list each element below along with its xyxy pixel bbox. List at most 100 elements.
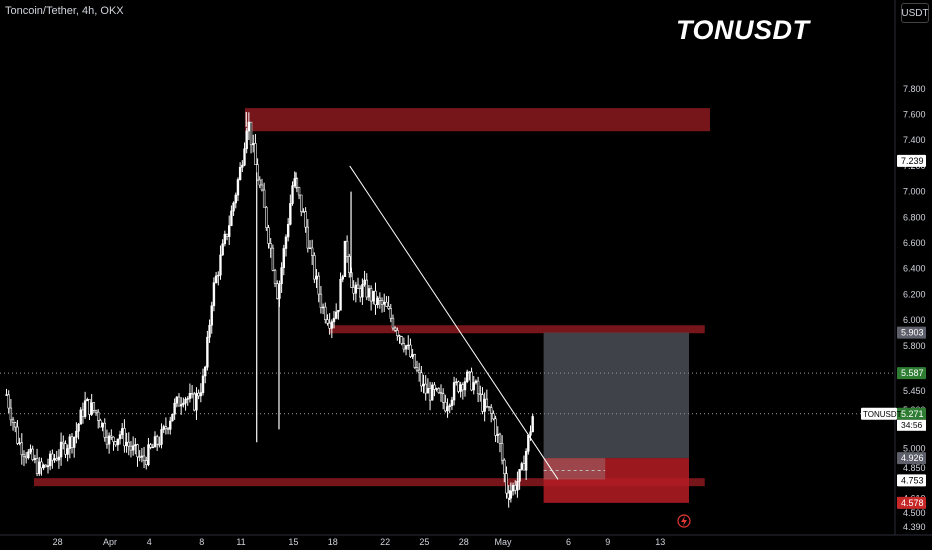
candle-body — [494, 418, 497, 436]
candle-body — [361, 284, 364, 298]
y-tick-label: 7.800 — [903, 84, 926, 94]
target-zone — [543, 332, 690, 459]
candle-body — [503, 459, 506, 474]
candle-body — [83, 400, 87, 417]
candle-body — [129, 445, 133, 451]
candle-body — [40, 461, 43, 469]
candle-body — [190, 393, 194, 395]
candle-body — [103, 422, 106, 438]
candle-body — [225, 233, 229, 237]
x-tick-label: 15 — [288, 537, 298, 547]
candle-body — [101, 422, 104, 428]
candle-body — [446, 406, 449, 412]
candle-body — [286, 223, 290, 238]
candle-body — [62, 441, 65, 444]
price-label: 5.903 — [901, 328, 924, 338]
candle-body — [319, 293, 323, 308]
trendline — [349, 165, 559, 480]
x-tick-label: 22 — [380, 537, 390, 547]
currency-badge[interactable]: USDT — [901, 3, 929, 23]
candle-body — [509, 490, 513, 499]
price-label-bg — [897, 367, 926, 380]
candle-body — [66, 448, 69, 455]
candle-body — [136, 444, 139, 458]
candle-body — [201, 375, 205, 393]
candle-body — [147, 444, 150, 465]
candle-body — [516, 480, 519, 491]
y-tick-label: 4.500 — [903, 508, 926, 518]
candle-body — [518, 469, 521, 482]
x-tick-label: 9 — [605, 537, 610, 547]
x-tick-label: 25 — [419, 537, 429, 547]
candle-body — [461, 384, 465, 391]
candle-body — [31, 448, 34, 461]
candle-body — [127, 441, 130, 447]
candle-body — [531, 416, 534, 433]
candle-body — [365, 279, 368, 298]
candle-body — [217, 274, 220, 277]
candle-body — [86, 399, 89, 402]
candle-body — [431, 384, 434, 401]
candle-body — [114, 441, 117, 446]
candle-body — [46, 465, 50, 468]
candle-body — [282, 248, 285, 268]
candle-body — [385, 301, 388, 307]
candle-body — [522, 463, 526, 471]
candle-body — [300, 194, 303, 212]
candle-body — [219, 254, 222, 276]
candle-body — [291, 185, 294, 204]
candle-body — [57, 456, 61, 461]
entry-box — [543, 458, 606, 480]
candle-body — [195, 392, 198, 411]
candle-body — [48, 453, 52, 466]
y-tick-label: 5.800 — [903, 341, 926, 351]
candle-body — [9, 407, 13, 421]
candle-body — [369, 288, 373, 302]
candle-body — [363, 279, 366, 285]
candle-body — [260, 184, 264, 191]
candle-body — [38, 461, 41, 474]
candle-body — [524, 450, 528, 471]
candle-body — [97, 411, 100, 421]
candle-body — [470, 371, 473, 391]
candle-body — [500, 443, 504, 461]
x-tick-label: 18 — [328, 537, 338, 547]
candle-body — [428, 388, 432, 401]
candle-body — [343, 240, 347, 277]
y-tick-label: 7.600 — [903, 110, 926, 120]
candle-body — [374, 290, 377, 306]
y-tick-label: 4.390 — [903, 522, 926, 532]
candle-body — [393, 327, 397, 331]
candle-body — [7, 394, 10, 409]
candle-body — [107, 435, 111, 445]
candle-body — [27, 451, 30, 459]
symbol-label-bg — [861, 407, 897, 420]
candle-body — [465, 371, 469, 382]
candle-body — [306, 226, 310, 249]
candle-body — [450, 399, 454, 406]
candle-body — [324, 306, 327, 320]
candle-body — [372, 290, 375, 302]
candle-body — [186, 398, 189, 400]
candle-body — [409, 344, 412, 357]
x-tick-label: 13 — [655, 537, 665, 547]
candle-body — [160, 429, 163, 445]
candle-body — [337, 309, 340, 313]
candle-body — [193, 393, 196, 411]
y-tick-label: 6.800 — [903, 212, 926, 222]
price-label: 4.578 — [901, 498, 924, 508]
candle-body — [400, 336, 403, 344]
candle-body — [527, 434, 530, 452]
candle-body — [520, 463, 523, 470]
y-tick-label: 6.600 — [903, 238, 926, 248]
candle-body — [158, 443, 161, 446]
candle-body — [155, 436, 159, 445]
candle-body — [29, 448, 32, 453]
candle-body — [402, 343, 406, 350]
candle-body — [404, 345, 408, 350]
candle-body — [16, 426, 19, 444]
candle-body — [345, 240, 349, 257]
countdown-bg — [897, 419, 926, 431]
candle-body — [273, 270, 277, 284]
